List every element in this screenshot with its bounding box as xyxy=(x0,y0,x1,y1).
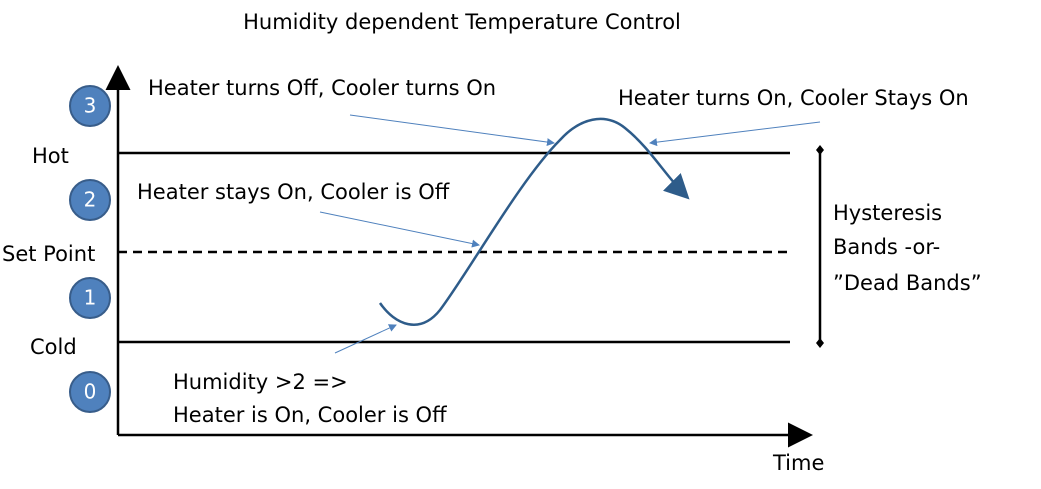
markers: 3 2 1 0 xyxy=(69,85,111,413)
annotation: Heater is On, Cooler is Off xyxy=(173,403,447,427)
marker: 1 xyxy=(84,286,97,310)
temperature-curve xyxy=(378,117,690,326)
level-label: Cold xyxy=(30,335,77,359)
title: Humidity dependent Temperature Control xyxy=(243,10,681,34)
pointer xyxy=(349,114,555,147)
marker: 2 xyxy=(84,188,97,212)
marker: 3 xyxy=(84,94,97,118)
pointer xyxy=(334,324,397,354)
x-axis-label: Time xyxy=(772,451,824,475)
pointer xyxy=(319,211,480,248)
annotation: Heater turns Off, Cooler turns On xyxy=(148,76,496,100)
bands-label: ”Dead Bands” xyxy=(833,271,982,295)
bands-label: Bands -or- xyxy=(833,235,940,259)
annotation: Heater turns On, Cooler Stays On xyxy=(618,86,969,110)
pointer xyxy=(649,121,821,147)
annotation: Humidity >2 => xyxy=(173,370,348,394)
level-label: Set Point xyxy=(2,242,95,266)
marker: 0 xyxy=(84,380,97,404)
annotation: Heater stays On, Cooler is Off xyxy=(137,180,450,204)
bands-label: Hysteresis xyxy=(833,201,942,225)
level-label: Hot xyxy=(32,144,69,168)
